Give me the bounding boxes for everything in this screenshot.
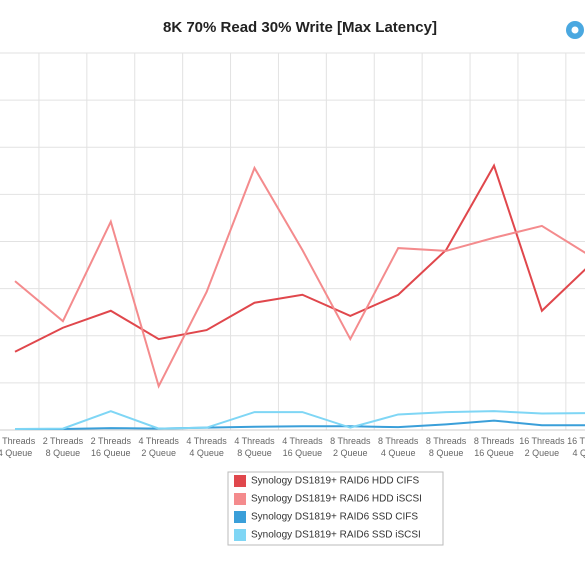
- x-tick-label: 2 Threads 16 Queue: [91, 436, 132, 458]
- legend-label: Synology DS1819+ RAID6 SSD iSCSI: [251, 530, 421, 541]
- menu-icon-dot: [571, 26, 579, 34]
- x-tick-label: 4 Threads 4 Queue: [186, 436, 227, 458]
- legend-box: [227, 471, 444, 546]
- x-tick-label: 8 Threads 4 Queue: [378, 436, 419, 458]
- legend-label: Synology DS1819+ RAID6 HDD iSCSI: [251, 494, 422, 505]
- chart-title: 8K 70% Read 30% Write [Max Latency]: [163, 19, 437, 36]
- x-tick-label: 8 Threads 16 Queue: [474, 436, 515, 458]
- series-line: [14, 410, 585, 431]
- series-line: [15, 419, 585, 431]
- x-tick-label: 4 Threads 16 Queue: [282, 436, 323, 458]
- legend-swatch: [234, 511, 246, 523]
- x-tick-label: 8 Threads 2 Queue: [330, 436, 371, 458]
- legend-swatch: [234, 493, 246, 505]
- legend-label: Synology DS1819+ RAID6 HDD CIFS: [251, 476, 419, 487]
- legend-label: Synology DS1819+ RAID6 SSD CIFS: [251, 512, 418, 523]
- x-tick-label: 4 Threads 2 Queue: [139, 436, 180, 458]
- series-line: [14, 163, 585, 353]
- legend-swatch: [234, 475, 246, 487]
- series-line: [14, 165, 585, 389]
- x-tick-label: 16 Threads 2 Queue: [519, 436, 565, 458]
- x-tick-label: 8 Threads 8 Queue: [426, 436, 467, 458]
- legend-swatch: [234, 529, 246, 541]
- x-tick-label: 4 Threads 8 Queue: [234, 436, 275, 458]
- x-tick-label: 2 Threads 8 Queue: [43, 436, 84, 458]
